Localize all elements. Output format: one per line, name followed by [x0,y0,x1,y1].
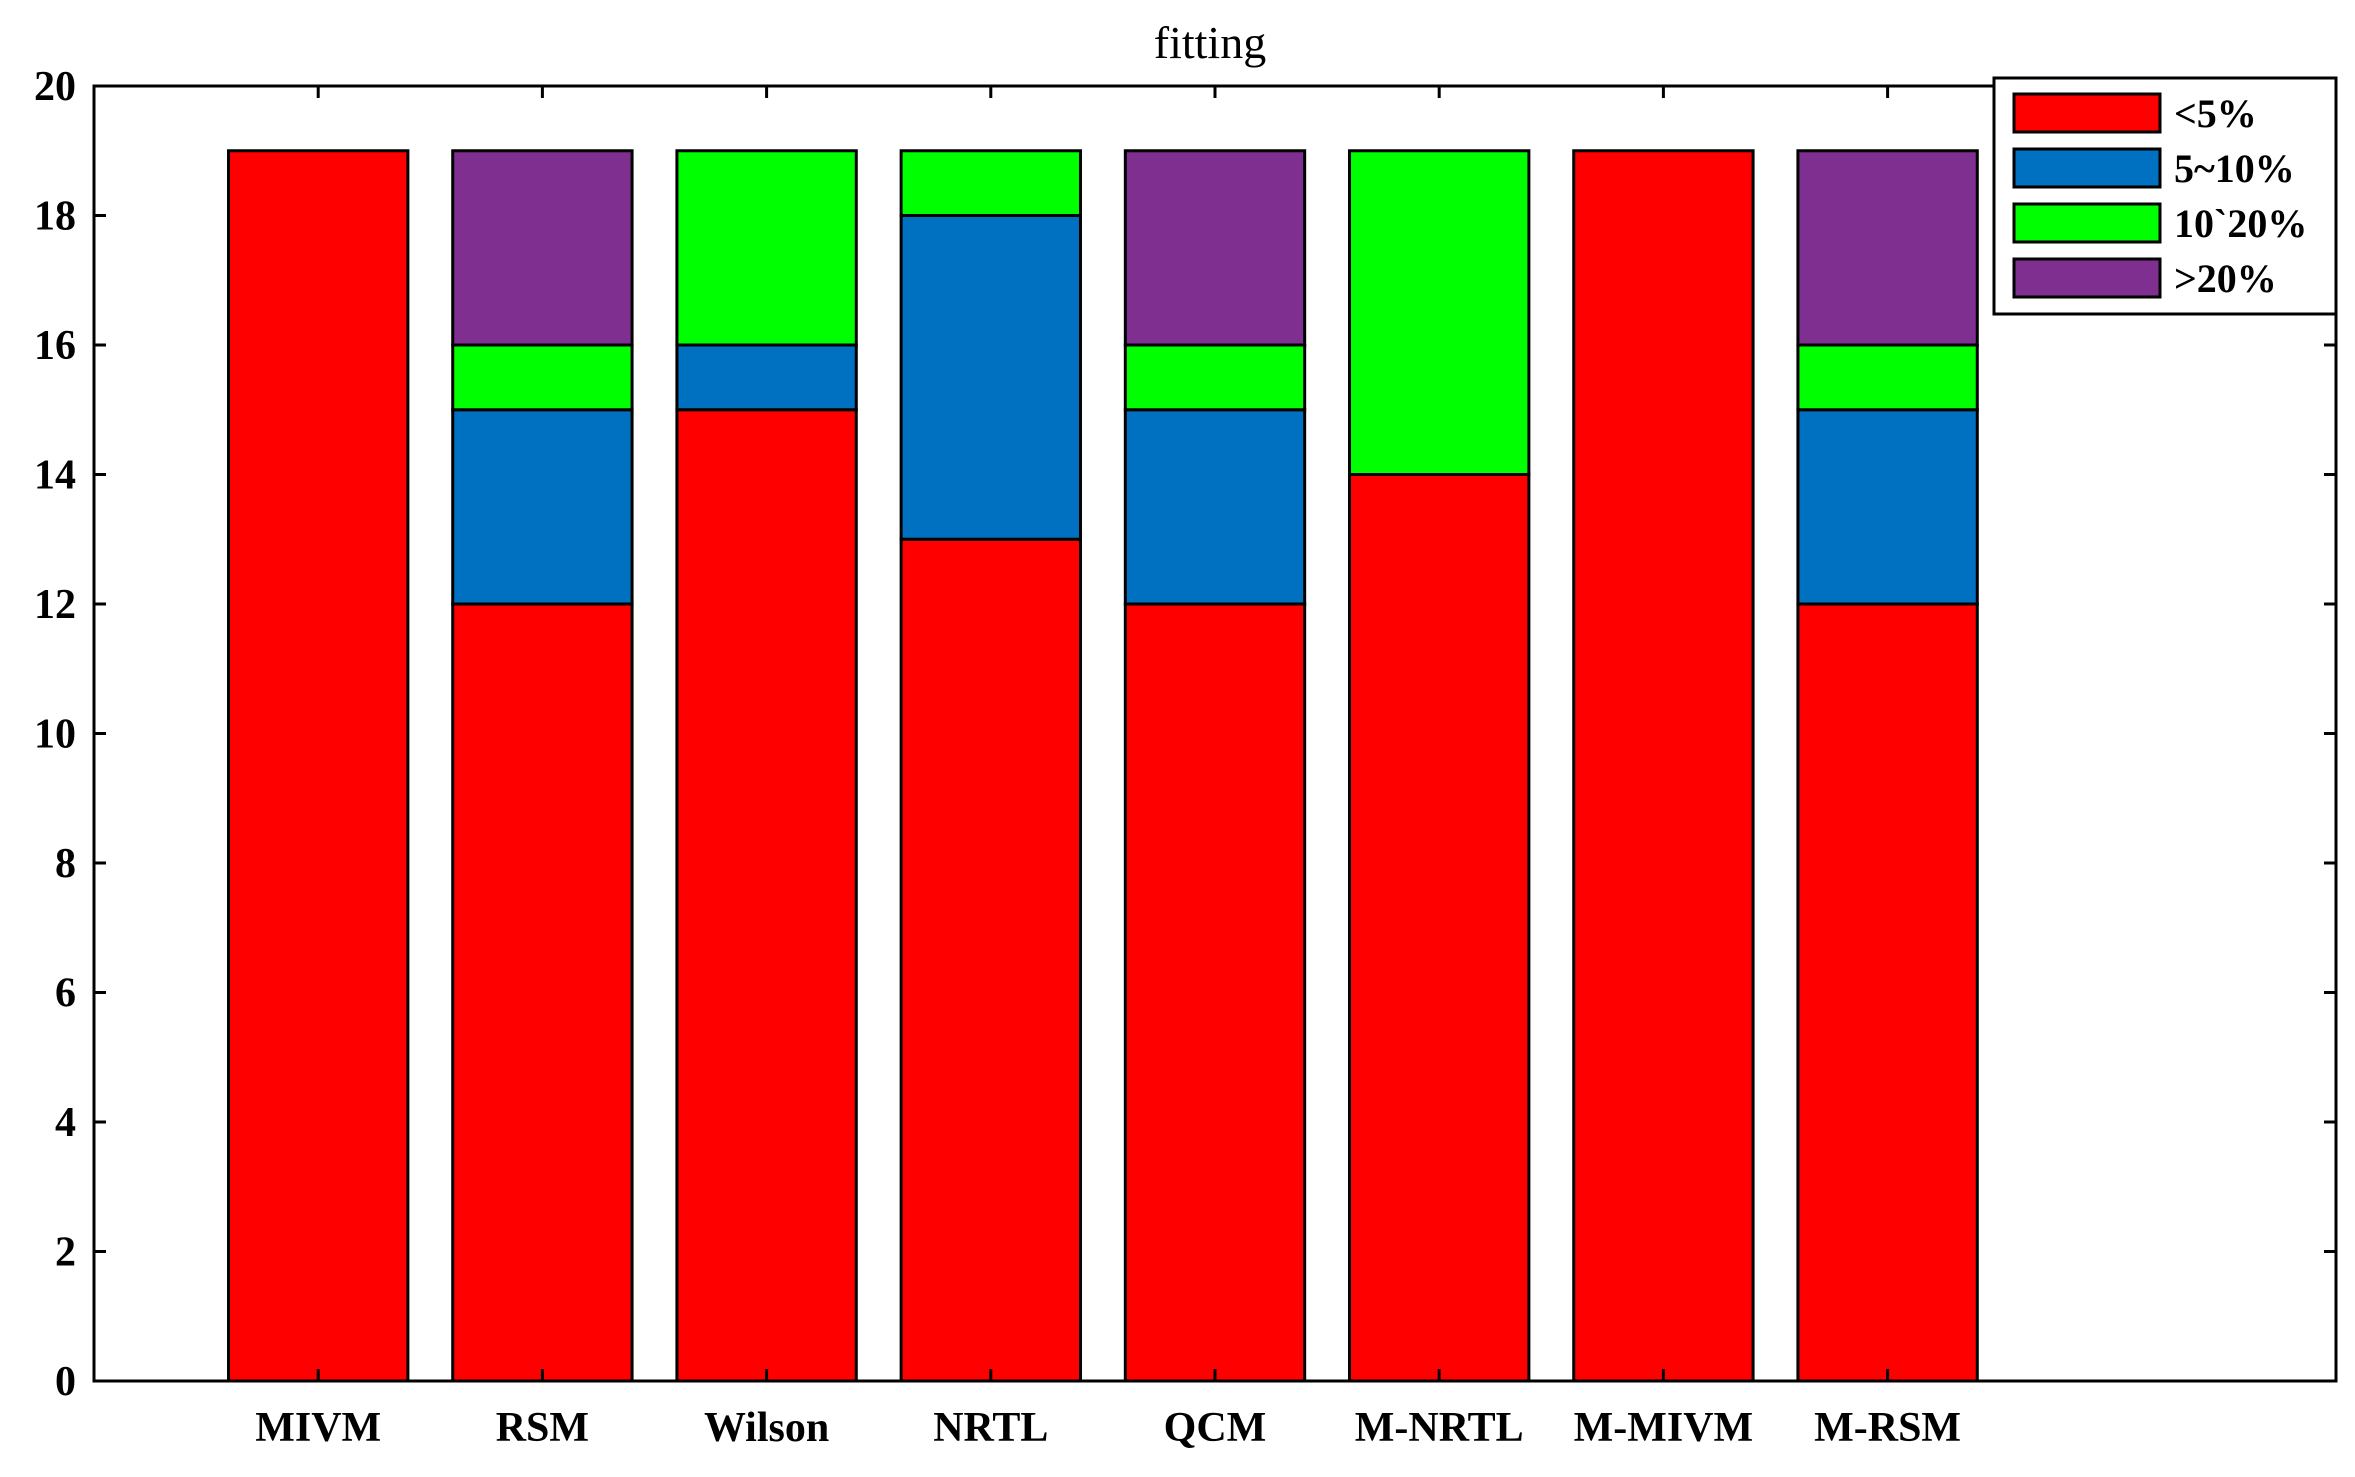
bar-segment-m-rsm-s0 [1796,602,1979,1383]
bar-segment-wilson-s2 [675,149,858,347]
x-tick-label: M-MIVM [1574,1405,1754,1451]
bar-segment-rsm-s0 [451,602,634,1383]
bars-group [227,149,1979,1383]
legend-swatch [2012,92,2162,134]
legend-swatch [2012,202,2162,244]
bar-segment-nrtl-s0 [899,537,1082,1383]
y-tick-label: 18 [34,194,76,240]
bar-segment-m-nrtl-s0 [1348,473,1531,1383]
x-tick-label: M-NRTL [1355,1405,1524,1451]
axes-group: 0 2 4 6 8 10 12 14 16 18 20 MIVM RSM Wilson NRTL QCM M-N… [34,64,2338,1451]
x-tick-label: NRTL [933,1405,1048,1451]
y-tick-label: 14 [34,453,76,499]
bar-segment-mivm-s0 [227,149,410,1383]
y-tick-label: 8 [55,841,76,887]
bar-segment-m-nrtl-s2 [1348,149,1531,476]
y-tick-label: 6 [55,971,76,1017]
y-tick-label: 12 [34,582,76,628]
bar-segment-m-mivm-s0 [1572,149,1755,1383]
y-tick-label: 20 [34,64,76,110]
legend-label: >20% [2174,256,2277,301]
bar-segment-m-rsm-s3 [1796,149,1979,347]
bar-segment-qcm-s1 [1123,408,1307,606]
legend: <5% 5~10% 10`20% >20% [1992,76,2338,316]
bar-segment-qcm-s0 [1123,602,1307,1383]
bar-segment-m-rsm-s1 [1796,408,1979,606]
legend-swatch [2012,257,2162,299]
x-tick-label: MIVM [255,1405,381,1451]
bar-segment-rsm-s2 [451,343,634,412]
legend-label: <5% [2174,91,2257,136]
legend-label: 10`20% [2174,201,2307,246]
bar-segment-nrtl-s1 [899,214,1082,541]
y-tick-label: 0 [55,1359,76,1405]
bar-segment-rsm-s1 [451,408,634,606]
bar-segment-wilson-s0 [675,408,858,1383]
x-tick-label: RSM [496,1405,589,1451]
legend-swatch [2012,147,2162,189]
bar-segment-m-rsm-s2 [1796,343,1979,412]
bar-segment-rsm-s3 [451,149,634,347]
y-tick-label: 4 [55,1100,76,1146]
bar-segment-qcm-s3 [1123,149,1307,347]
chart-title: fitting [1154,17,1266,68]
bar-segment-qcm-s2 [1123,343,1307,412]
bar-segment-nrtl-s2 [899,149,1082,217]
x-tick-label: Wilson [704,1405,829,1451]
y-tick-label: 10 [34,712,76,758]
y-tick-label: 16 [34,323,76,369]
x-tick-label: QCM [1164,1405,1267,1451]
bar-segment-wilson-s1 [675,343,858,412]
legend-label: 5~10% [2174,146,2295,191]
x-tick-label: M-RSM [1814,1405,1961,1451]
y-tick-label: 2 [55,1230,76,1276]
